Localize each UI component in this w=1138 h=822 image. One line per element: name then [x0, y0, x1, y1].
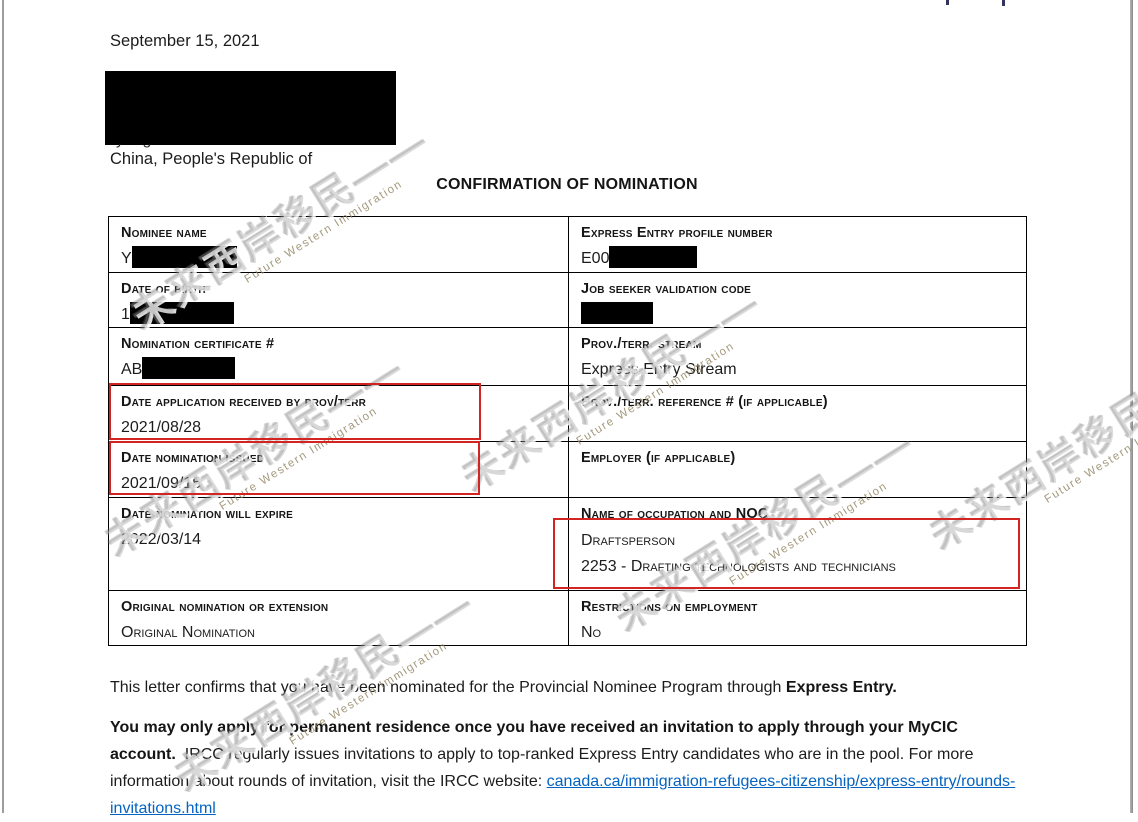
- cell-occupation-noc: Name of occupation and NOC Draftsperson …: [568, 497, 1027, 591]
- cell-employer: Employer (if applicable): [568, 441, 1027, 498]
- cell-nominee-name: Nominee name Y: [108, 216, 569, 273]
- cell-restrictions: Restrictions on employment No: [568, 590, 1027, 646]
- document-title: CONFIRMATION OF NOMINATION: [436, 176, 698, 193]
- redaction-box: [609, 246, 698, 269]
- field-label: Date of birth: [121, 281, 206, 297]
- field-value: Original Nomination: [121, 624, 255, 641]
- address-country: China, People's Republic of: [110, 150, 313, 168]
- field-label: Date nomination will expire: [121, 506, 294, 522]
- field-label: Job seeker validation code: [581, 281, 751, 297]
- highlight-box-date-received: [109, 383, 481, 440]
- cell-ee-profile-number: Express Entry profile number E00: [568, 216, 1027, 273]
- clipped-text-fragment: [946, 0, 949, 5]
- field-value: 2021/08/28: [121, 419, 202, 436]
- field-label: Restrictions on employment: [581, 599, 758, 615]
- redaction-box: [131, 246, 237, 269]
- field-label: Original nomination or extension: [121, 599, 329, 615]
- field-value: 2022/03/14: [121, 531, 202, 548]
- field-label: Date application received by prov/terr: [121, 394, 367, 410]
- field-value: AB: [121, 361, 143, 378]
- page-edge-right: [1130, 0, 1133, 813]
- nomination-table: Nominee name Y Express Entry profile num…: [108, 216, 1027, 646]
- field-value-occupation: Draftsperson: [581, 532, 676, 549]
- redaction-box: [581, 302, 653, 325]
- redaction-box: [129, 302, 234, 325]
- field-value: Express Entry Stream: [581, 361, 737, 378]
- page-edge-left: [2, 0, 4, 813]
- cell-date-nomination-expire: Date nomination will expire 2022/03/14: [108, 497, 569, 591]
- field-value: No: [581, 624, 602, 641]
- redaction-box: [142, 357, 236, 380]
- cell-prov-reference: Prov./terr. reference # (if applicable): [568, 385, 1027, 442]
- apply-regular-text: IRCC regularly issues invitations to app…: [110, 746, 974, 790]
- field-label: Prov./terr. reference # (if applicable): [581, 394, 828, 410]
- highlight-box-date-issued: [109, 441, 480, 495]
- cell-date-application-received: Date application received by prov/terr 2…: [108, 385, 569, 442]
- field-value: E00: [581, 250, 610, 267]
- letter-date: September 15, 2021: [110, 32, 260, 50]
- field-label: Express Entry profile number: [581, 225, 773, 241]
- field-value: 1: [121, 306, 130, 323]
- cell-prov-stream: Prov./terr. stream Express Entry Stream: [568, 327, 1027, 386]
- confirmation-bold: Express Entry.: [785, 679, 897, 696]
- field-value-noc: 2253 - Drafting technologists and techni…: [581, 558, 896, 575]
- address-text-remnant: y g: [100, 144, 240, 151]
- apply-bold-text: You may only apply for permanent residen…: [110, 719, 958, 763]
- field-value: 2021/09/15: [121, 475, 202, 492]
- highlight-box-occupation-noc: [553, 518, 1020, 589]
- cell-job-seeker-code: Job seeker validation code: [568, 272, 1027, 328]
- apply-paragraph: You may only apply for permanent residen…: [110, 714, 1032, 822]
- cell-date-of-birth: Date of birth 1: [108, 272, 569, 328]
- field-label: Employer (if applicable): [581, 450, 736, 466]
- field-label: Date nomination issued: [121, 450, 265, 466]
- confirmation-paragraph: This letter confirms that you have been …: [110, 674, 1028, 701]
- address-redaction-box: [105, 71, 396, 145]
- field-value: Y: [121, 250, 132, 267]
- confirmation-text: This letter confirms that you have been …: [110, 679, 786, 696]
- field-label: Prov./terr. stream: [581, 336, 702, 352]
- cell-certificate-number: Nomination certificate # AB: [108, 327, 569, 386]
- cell-original-or-extension: Original nomination or extension Origina…: [108, 590, 569, 646]
- field-label: Nomination certificate #: [121, 336, 275, 352]
- field-label: Nominee name: [121, 225, 207, 241]
- clipped-text-fragment: [1002, 0, 1005, 6]
